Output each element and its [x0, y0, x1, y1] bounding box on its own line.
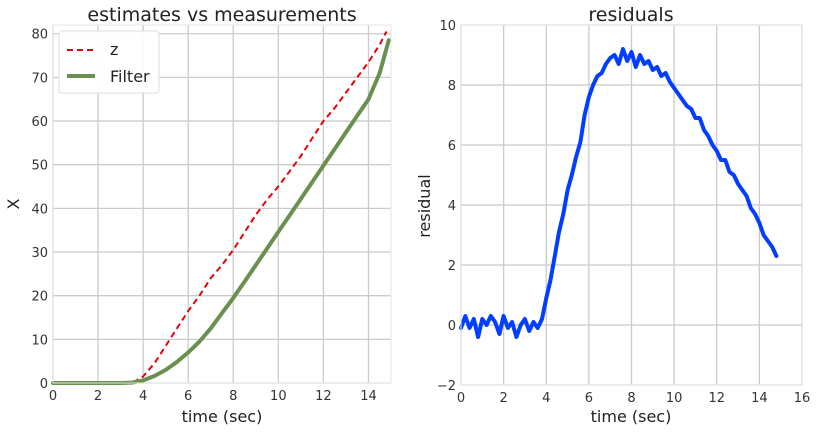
estimates-y-tick-label: 60	[31, 115, 48, 130]
estimates-y-tick-label: 0	[40, 377, 48, 392]
residuals-x-tick-label: 16	[794, 391, 811, 406]
estimates-y-tick-label: 70	[31, 71, 48, 86]
residuals-frame	[460, 24, 803, 386]
residuals-y-tick-label: 0	[448, 319, 456, 334]
estimates-series	[51, 31, 391, 385]
estimates-panel: 0 2 4 6 8 10 12 14 0 10 20 30 40 50 60 70 80 estimates v…	[4, 4, 392, 426]
estimates-x-tick-label: 0	[49, 389, 57, 404]
residuals-x-tick-label: 0	[457, 391, 465, 406]
residuals-y-tick-label: 10	[439, 19, 456, 34]
estimates-y-axis-label: X	[4, 198, 23, 209]
residuals-series	[459, 47, 779, 339]
estimates-series-line-filter	[51, 38, 391, 385]
residuals-x-tick-label: 2	[499, 391, 507, 406]
estimates-y-tick-label: 30	[31, 246, 48, 261]
residuals-y-tick-label: 2	[448, 259, 456, 274]
residuals-title: residuals	[588, 4, 673, 26]
estimates-x-tick-label: 10	[270, 389, 287, 404]
estimates-y-tick-label: 40	[31, 202, 48, 217]
estimates-x-tick-label: 6	[184, 389, 192, 404]
estimates-x-tick-label: 8	[229, 389, 237, 404]
estimates-x-tick-label: 4	[139, 389, 147, 404]
estimates-x-axis-label: time (sec)	[182, 407, 263, 426]
legend: z Filter	[58, 30, 160, 94]
residuals-y-axis-label: residual	[415, 174, 434, 237]
residuals-y-tick-label: 4	[448, 199, 456, 214]
estimates-ticks: 0 2 4 6 8 10 12 14 0 10 20 30 40 50 60 70 80	[31, 28, 376, 404]
estimates-y-tick-label: 80	[31, 28, 48, 43]
residuals-x-tick-label: 14	[751, 391, 768, 406]
residuals-x-tick-label: 10	[666, 391, 683, 406]
residuals-y-tick-label: −2	[437, 379, 456, 394]
residuals-x-tick-label: 6	[585, 391, 593, 406]
residuals-y-tick-label: 6	[448, 139, 456, 154]
estimates-frame	[52, 24, 392, 384]
residuals-x-axis-label: time (sec)	[591, 407, 672, 426]
legend-label-filter: Filter	[110, 67, 150, 86]
residuals-x-tick-label: 8	[627, 391, 635, 406]
estimates-x-tick-label: 2	[94, 389, 102, 404]
residuals-x-tick-label: 4	[542, 391, 550, 406]
estimates-series-line-z	[52, 31, 388, 384]
residuals-series-line-residual	[459, 47, 779, 339]
residuals-x-tick-label: 12	[708, 391, 725, 406]
estimates-title: estimates vs measurements	[87, 4, 356, 26]
estimates-y-tick-label: 50	[31, 159, 48, 174]
residuals-y-tick-label: 8	[448, 79, 456, 94]
estimates-y-tick-label: 10	[31, 333, 48, 348]
estimates-y-tick-label: 20	[31, 290, 48, 305]
estimates-x-tick-label: 12	[315, 389, 332, 404]
legend-label-z: z	[110, 40, 118, 59]
estimates-x-tick-label: 14	[360, 389, 377, 404]
